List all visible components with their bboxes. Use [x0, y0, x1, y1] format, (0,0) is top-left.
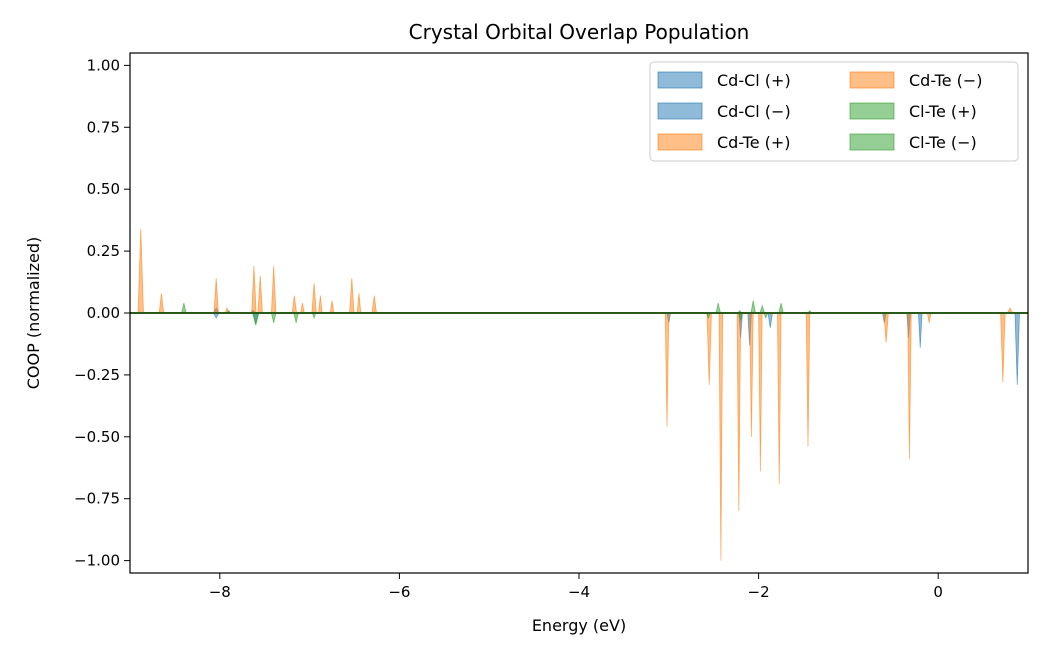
x-tick-label: −2 [748, 583, 770, 601]
x-tick-label: 0 [933, 583, 943, 601]
y-tick-label: −0.75 [74, 490, 120, 508]
legend-swatch [849, 102, 895, 120]
y-axis-title: COOP (normalized) [24, 237, 43, 389]
legend-swatch [849, 133, 895, 151]
x-axis-title: Energy (eV) [532, 616, 626, 635]
legend-label: Cl-Te (−) [909, 133, 977, 152]
y-tick-label: 0.75 [87, 118, 120, 136]
y-tick-label: 0.50 [87, 180, 120, 198]
y-tick-label: 0.00 [87, 304, 120, 322]
legend-label: Cd-Cl (−) [717, 102, 791, 121]
y-tick-label: −0.50 [74, 428, 120, 446]
legend-label: Cl-Te (+) [909, 102, 977, 121]
x-tick-label: −8 [209, 583, 231, 601]
legend: Cd-Cl (+) Cd-Cl (−) Cd-Te (+) Cd-Te (−) Cl-T… [649, 61, 1019, 162]
legend-box [649, 61, 1019, 162]
legend-swatch [657, 133, 703, 151]
y-tick-label: −0.25 [74, 366, 120, 384]
x-axis: −8 −6 −4 −2 0 [209, 573, 943, 601]
legend-swatch [657, 102, 703, 120]
chart-title: Crystal Orbital Overlap Population [409, 20, 750, 44]
legend-label: Cd-Te (−) [909, 71, 983, 90]
y-tick-label: −1.00 [74, 552, 120, 570]
legend-label: Cd-Cl (+) [717, 71, 791, 90]
x-tick-label: −4 [568, 583, 590, 601]
legend-label: Cd-Te (+) [717, 133, 791, 152]
legend-swatch [657, 71, 703, 89]
legend-swatch [849, 71, 895, 89]
y-axis: 1.00 0.75 0.50 0.25 0.00 −0.25 −0.50 −0.75 −1.00 [74, 56, 130, 570]
x-tick-label: −6 [388, 583, 410, 601]
y-tick-label: 0.25 [87, 242, 120, 260]
y-tick-label: 1.00 [87, 56, 120, 74]
